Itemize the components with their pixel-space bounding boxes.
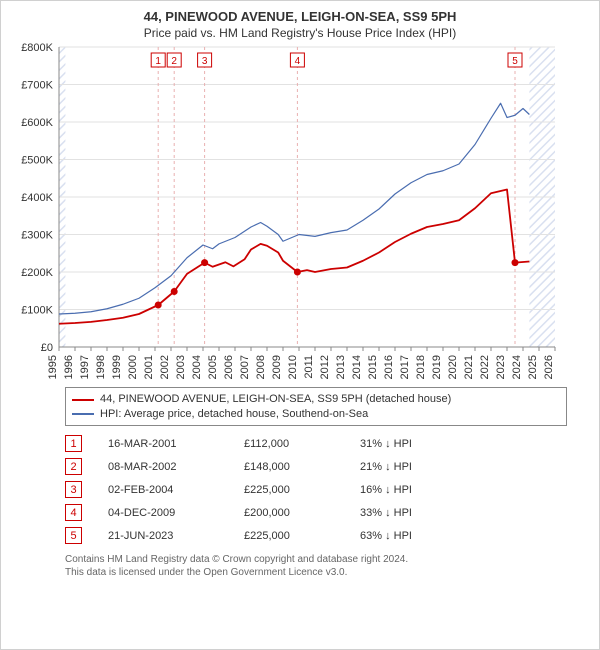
svg-text:£700K: £700K (21, 80, 53, 92)
table-row: 2 08-MAR-2002 £148,000 21% ↓ HPI (65, 455, 567, 478)
legend-row: 44, PINEWOOD AVENUE, LEIGH-ON-SEA, SS9 5… (72, 392, 560, 406)
svg-text:2012: 2012 (319, 355, 331, 379)
svg-text:2023: 2023 (495, 355, 507, 379)
svg-text:2021: 2021 (463, 355, 475, 379)
svg-text:£800K: £800K (21, 42, 53, 54)
event-number: 1 (65, 435, 82, 452)
svg-text:2009: 2009 (271, 355, 283, 379)
svg-text:2025: 2025 (527, 355, 539, 379)
price-chart: £0 £100K £200K £300K £400K £500K £600K £700K £80… (11, 41, 571, 381)
page-title: 44, PINEWOOD AVENUE, LEIGH-ON-SEA, SS9 5… (11, 9, 589, 26)
event-number: 4 (65, 504, 82, 521)
svg-text:3: 3 (202, 56, 208, 67)
event-price: £225,000 (244, 484, 334, 496)
event-number: 5 (65, 527, 82, 544)
svg-text:2014: 2014 (351, 355, 363, 379)
svg-text:5: 5 (512, 56, 518, 67)
svg-text:2003: 2003 (175, 355, 187, 379)
table-row: 3 02-FEB-2004 £225,000 16% ↓ HPI (65, 478, 567, 501)
svg-text:£500K: £500K (21, 155, 53, 167)
event-pct: 33% ↓ HPI (360, 507, 470, 519)
svg-text:2006: 2006 (223, 355, 235, 379)
event-date: 21-JUN-2023 (108, 530, 218, 542)
svg-text:2024: 2024 (511, 355, 523, 379)
svg-text:2022: 2022 (479, 355, 491, 379)
event-pct: 16% ↓ HPI (360, 484, 470, 496)
event-date: 08-MAR-2002 (108, 461, 218, 473)
legend-label: HPI: Average price, detached house, Sout… (100, 407, 368, 421)
svg-text:2005: 2005 (207, 355, 219, 379)
svg-text:2016: 2016 (383, 355, 395, 379)
page-subtitle: Price paid vs. HM Land Registry's House … (11, 26, 589, 42)
svg-text:£100K: £100K (21, 305, 53, 317)
event-price: £148,000 (244, 461, 334, 473)
svg-text:2000: 2000 (127, 355, 139, 379)
svg-text:1998: 1998 (95, 355, 107, 379)
svg-text:1996: 1996 (63, 355, 75, 379)
footer-line-1: Contains HM Land Registry data © Crown c… (65, 553, 567, 566)
events-table: 1 16-MAR-2001 £112,000 31% ↓ HPI 2 08-MAR-200… (65, 432, 567, 547)
legend: 44, PINEWOOD AVENUE, LEIGH-ON-SEA, SS9 5… (65, 387, 567, 426)
event-price: £112,000 (244, 438, 334, 450)
svg-text:2008: 2008 (255, 355, 267, 379)
event-number: 2 (65, 458, 82, 475)
svg-text:1995: 1995 (47, 355, 59, 379)
svg-text:£0: £0 (41, 342, 53, 354)
svg-text:2017: 2017 (399, 355, 411, 379)
footer-line-2: This data is licensed under the Open Gov… (65, 566, 567, 579)
svg-text:1: 1 (155, 56, 161, 67)
svg-text:2026: 2026 (543, 355, 555, 379)
table-row: 4 04-DEC-2009 £200,000 33% ↓ HPI (65, 501, 567, 524)
svg-text:1999: 1999 (111, 355, 123, 379)
svg-text:£200K: £200K (21, 267, 53, 279)
event-date: 02-FEB-2004 (108, 484, 218, 496)
table-row: 5 21-JUN-2023 £225,000 63% ↓ HPI (65, 524, 567, 547)
svg-text:2004: 2004 (191, 355, 203, 379)
svg-text:£400K: £400K (21, 192, 53, 204)
svg-text:2001: 2001 (143, 355, 155, 379)
svg-text:2002: 2002 (159, 355, 171, 379)
svg-text:2015: 2015 (367, 355, 379, 379)
event-pct: 21% ↓ HPI (360, 461, 470, 473)
event-date: 04-DEC-2009 (108, 507, 218, 519)
svg-text:2018: 2018 (415, 355, 427, 379)
svg-text:4: 4 (295, 56, 301, 67)
svg-text:1997: 1997 (79, 355, 91, 379)
legend-swatch (72, 399, 94, 401)
svg-text:2010: 2010 (287, 355, 299, 379)
event-pct: 63% ↓ HPI (360, 530, 470, 542)
event-price: £225,000 (244, 530, 334, 542)
svg-text:£600K: £600K (21, 117, 53, 129)
legend-swatch (72, 413, 94, 415)
svg-text:2: 2 (171, 56, 177, 67)
svg-text:2013: 2013 (335, 355, 347, 379)
event-pct: 31% ↓ HPI (360, 438, 470, 450)
footer: Contains HM Land Registry data © Crown c… (65, 553, 567, 579)
event-number: 3 (65, 481, 82, 498)
legend-row: HPI: Average price, detached house, Sout… (72, 407, 560, 421)
event-price: £200,000 (244, 507, 334, 519)
legend-label: 44, PINEWOOD AVENUE, LEIGH-ON-SEA, SS9 5… (100, 392, 451, 406)
svg-text:2007: 2007 (239, 355, 251, 379)
svg-text:2011: 2011 (303, 355, 315, 379)
event-date: 16-MAR-2001 (108, 438, 218, 450)
svg-text:£300K: £300K (21, 230, 53, 242)
svg-text:2020: 2020 (447, 355, 459, 379)
table-row: 1 16-MAR-2001 £112,000 31% ↓ HPI (65, 432, 567, 455)
svg-text:2019: 2019 (431, 355, 443, 379)
